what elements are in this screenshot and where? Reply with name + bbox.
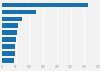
Bar [2,10,36,14]
Bar [2,58,14,63]
Bar [2,23,18,28]
Bar [2,37,16,42]
Bar [2,17,22,21]
Bar [2,3,88,7]
Bar [2,44,15,49]
Bar [2,51,15,56]
Bar [2,30,17,35]
